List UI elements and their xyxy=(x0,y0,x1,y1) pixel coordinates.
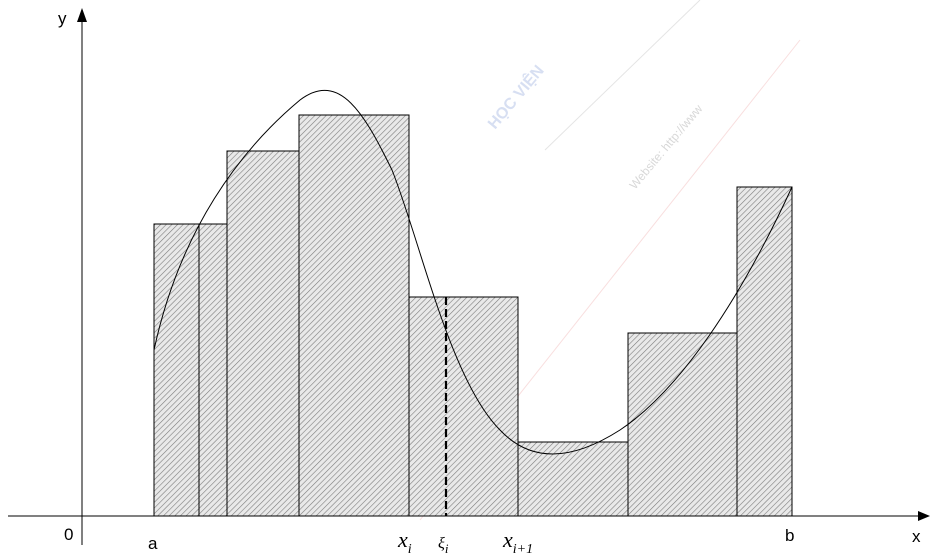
rectangle-8 xyxy=(736,186,793,517)
x-axis-label: x xyxy=(912,527,921,546)
xi-base: x xyxy=(397,527,408,552)
b-label: b xyxy=(785,526,794,545)
rectangle-6 xyxy=(517,441,629,517)
a-label: a xyxy=(148,534,158,553)
rectangle-7 xyxy=(627,332,738,517)
watermark-line xyxy=(544,0,701,151)
xi-greek-label: ξi xyxy=(438,535,449,556)
rectangle-3 xyxy=(226,150,300,517)
rectangle-4 xyxy=(298,114,410,517)
watermark-text-2: Website: http://www xyxy=(627,102,706,192)
y-axis-arrow-icon xyxy=(77,8,87,22)
xi1-sub: i+1 xyxy=(513,542,533,557)
origin-label: 0 xyxy=(64,525,73,544)
xi1-base: x xyxy=(502,527,513,552)
xi-greek-sub: i xyxy=(445,541,449,556)
watermark-text-1: HỌC VIỆN xyxy=(484,61,548,132)
x-axis-arrow-icon xyxy=(918,511,930,521)
riemann-rectangles xyxy=(153,114,793,517)
xi1-label: xi+1 xyxy=(502,527,533,557)
rectangle-2 xyxy=(198,223,228,517)
xi-sub: i xyxy=(408,542,412,557)
xi-label: xi xyxy=(397,527,412,557)
y-axis-label: y xyxy=(58,9,67,28)
rectangle-1 xyxy=(153,223,200,517)
xi-greek-base: ξ xyxy=(438,535,445,552)
rectangle-5 xyxy=(408,296,519,517)
function-curve xyxy=(153,89,793,455)
